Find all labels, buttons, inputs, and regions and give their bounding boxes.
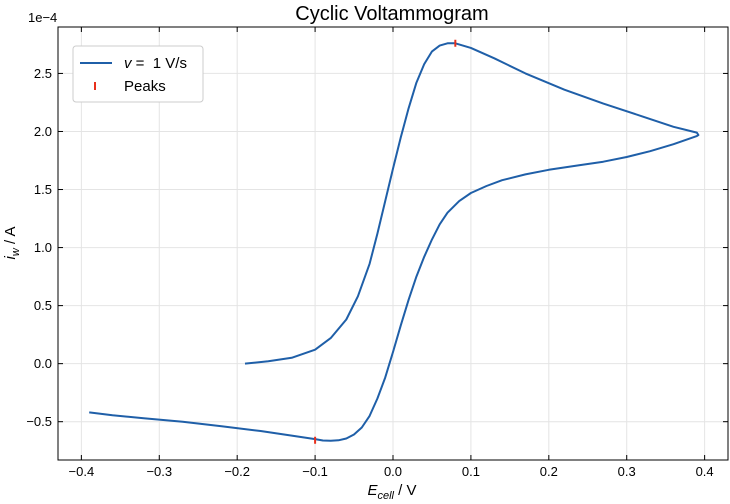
peaks-layer: [314, 39, 457, 444]
y-tick-label: 2.5: [34, 66, 52, 81]
x-tick-label: 0.0: [384, 464, 402, 479]
y-axis-label-sub: w: [10, 247, 22, 256]
y-tick-label: 0.5: [34, 298, 52, 313]
x-tick-label: −0.3: [146, 464, 172, 479]
x-tick-label: −0.2: [224, 464, 250, 479]
x-tick-label: 0.3: [618, 464, 636, 479]
y-tick-label: 1.5: [34, 182, 52, 197]
chart-title: Cyclic Voltammogram: [295, 3, 488, 25]
grid: [58, 27, 728, 460]
y-tick-label: 2.0: [34, 124, 52, 139]
x-tick-label: 0.1: [462, 464, 480, 479]
x-axis-label-base: E: [367, 482, 378, 499]
x-tick-label: 0.4: [696, 464, 714, 479]
x-axis-label: Ecell / V: [367, 482, 416, 502]
x-axis-label-sub: cell: [377, 490, 394, 502]
legend-frame: [72, 45, 204, 103]
y-axis-multiplier: 1e−4: [28, 10, 57, 25]
y-axis-label: iw / A: [2, 227, 22, 260]
y-axis-label-unit: / A: [2, 227, 19, 249]
x-tick-label: −0.1: [302, 464, 328, 479]
series-layer: [89, 42, 700, 442]
legend-label-peaks: Peaks: [124, 78, 166, 95]
legend-label-rest: = 1 V/s: [132, 55, 187, 72]
y-tick-label: 0.0: [34, 356, 52, 371]
series-line-cv: [89, 42, 700, 442]
x-tick-label: 0.2: [540, 464, 558, 479]
x-axis-label-unit: / V: [394, 482, 417, 499]
y-tick-label: 1.0: [34, 240, 52, 255]
legend-label-series: v = 1 V/s: [124, 55, 187, 72]
ticks: −0.4 −0.3 −0.2 −0.1 0.0 0.1 0.2 0.3 0.4 −0.5 0.0 0.…: [26, 27, 728, 479]
x-tick-label: −0.4: [69, 464, 95, 479]
legend: v = 1 V/s Peaks: [72, 45, 204, 103]
y-axis-label-base: i: [2, 255, 19, 259]
legend-label-var: v: [124, 55, 133, 72]
y-tick-label: −0.5: [26, 414, 52, 429]
